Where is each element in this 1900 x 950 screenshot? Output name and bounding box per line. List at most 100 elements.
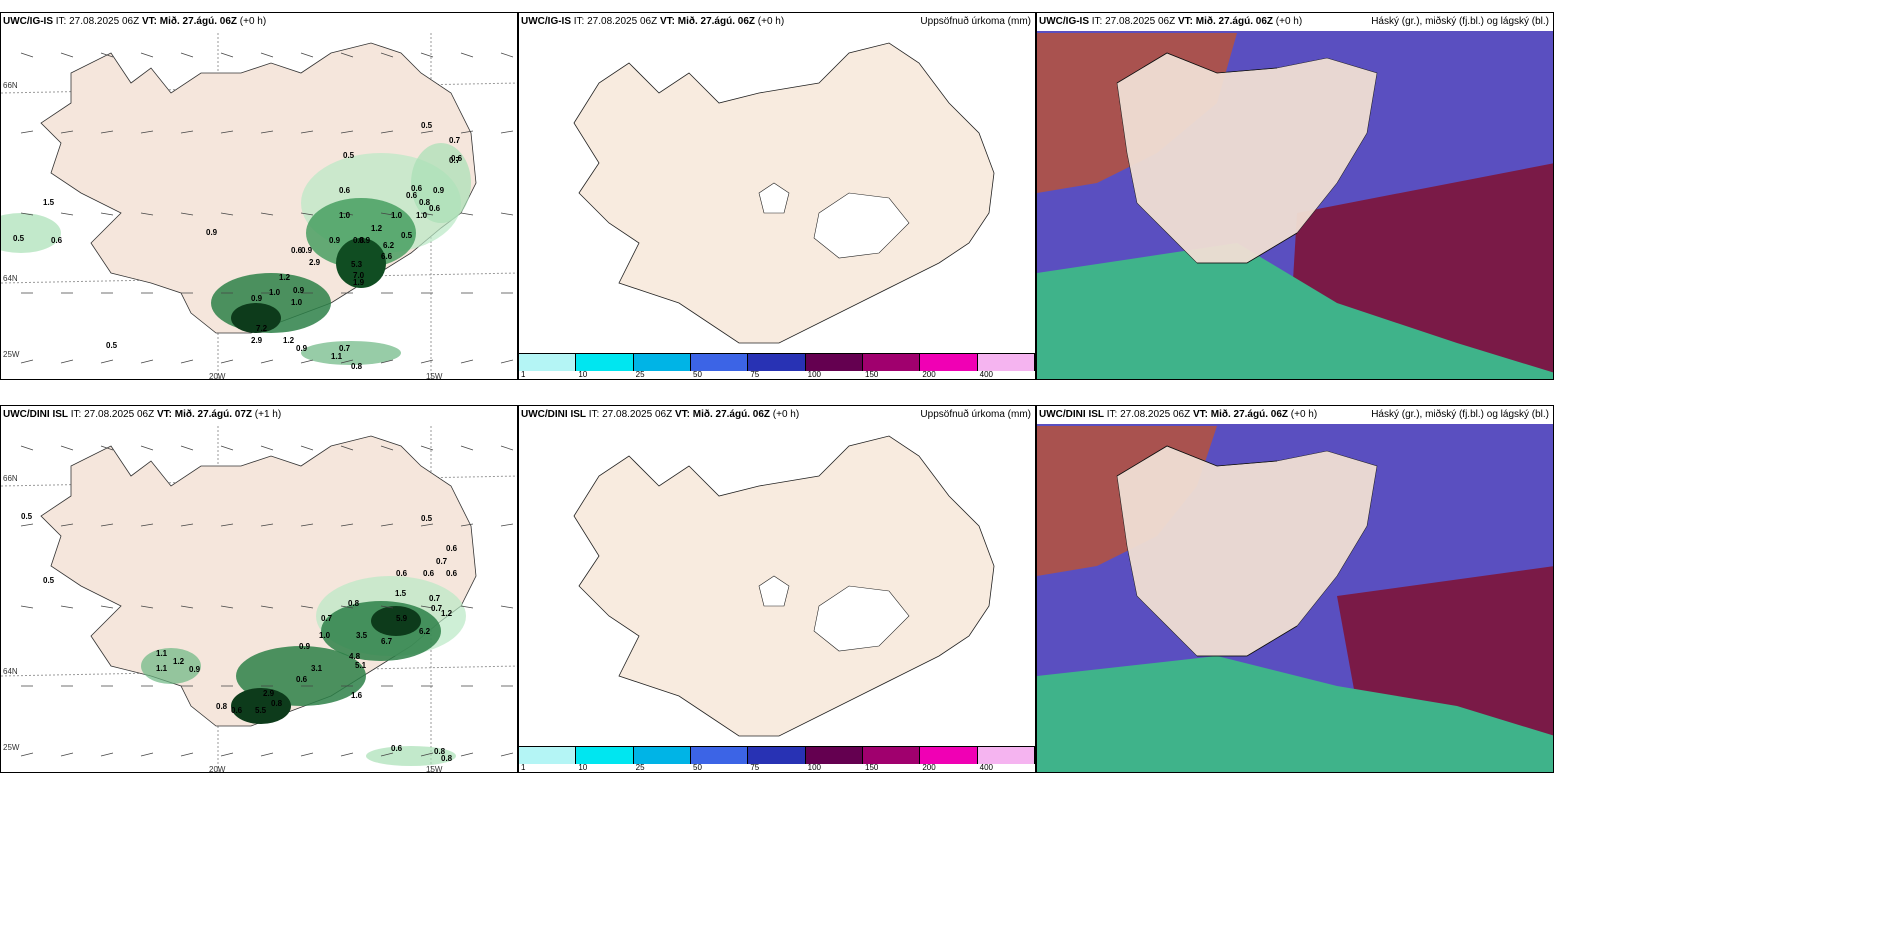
colorbar-segment <box>748 354 806 371</box>
precip-value: 1.2 <box>441 609 453 618</box>
precip-value: 6.6 <box>381 252 393 261</box>
precip-value: 0.8 <box>419 198 431 207</box>
colorbar-tick: 50 <box>693 370 702 379</box>
lat-label-66n: 66N <box>3 81 18 90</box>
precip-value: 5.9 <box>396 614 408 623</box>
panel-title-r1-right: Háský (gr.), miðský (fj.bl.) og lágský (… <box>1371 16 1549 27</box>
precip-value: 4.8 <box>349 652 361 661</box>
precip-value: 6.2 <box>383 241 395 250</box>
precip-value: 1.1 <box>331 352 343 361</box>
precip-value: 2.9 <box>251 336 263 345</box>
precip-value: 0.6 <box>429 204 441 213</box>
precip-value: 0.6 <box>396 569 408 578</box>
precip-value: 0.9 <box>206 228 218 237</box>
precip-value: 0.7 <box>339 344 351 353</box>
precip-value: 6.2 <box>419 627 431 636</box>
precip-value: 0.9 <box>329 236 341 245</box>
precip-value: 1.2 <box>279 273 291 282</box>
valid-time: VT: Mið. 27.ágú. 07Z <box>156 409 252 420</box>
precip-value: 1.6 <box>351 691 363 700</box>
colorbar-ticks-r1: 1 10 25 50 75 100 150 200 400 <box>519 370 1035 379</box>
precip-value: 0.9 <box>251 294 263 303</box>
precip-value: 0.8 <box>441 754 453 763</box>
init-time: IT: 27.08.2025 06Z <box>70 409 155 420</box>
precip-value: 0.8 <box>271 699 283 708</box>
precip-value: 0.7 <box>431 604 443 613</box>
precip-value: 0.6 <box>231 706 243 715</box>
colorbar-segment <box>690 354 749 371</box>
colorbar-tick: 150 <box>865 763 879 772</box>
precip-value: 0.5 <box>401 231 413 240</box>
accum-precip-panel-r1: UWC/IG-IS IT: 27.08.2025 06Z VT: Mið. 27… <box>518 12 1036 380</box>
precip-value: 1.0 <box>319 631 331 640</box>
colorbar-ticks-r2: 1 10 25 50 75 100 150 200 400 <box>519 763 1035 772</box>
mid-cloud <box>1337 566 1553 736</box>
precip-value: 6.7 <box>381 637 393 646</box>
glacier-vatnajokull <box>813 585 910 652</box>
init-time: IT: 27.08.2025 06Z <box>1091 16 1176 27</box>
panel-title-r1-mid: Uppsöfnuð úrkoma (mm) <box>920 16 1031 27</box>
init-time: IT: 27.08.2025 06Z <box>573 16 658 27</box>
colorbar-tick: 10 <box>578 763 588 772</box>
low-cloud <box>1037 243 1553 379</box>
colorbar-tick: 75 <box>750 370 760 379</box>
lead-time: (+0 h) <box>239 16 267 27</box>
wind-precip-panel-r2: 0.5 0.5 0.6 0.7 0.6 0.6 0.6 1.5 0.7 0.8 0.7 0.7 1.2 5… <box>0 405 518 773</box>
precip-value: 0.5 <box>421 514 433 523</box>
precip-value: 0.9 <box>359 236 371 245</box>
init-time: IT: 27.08.2025 06Z <box>55 16 140 27</box>
colorbar-segment <box>920 747 978 764</box>
panel-title-r2-right: Háský (gr.), miðský (fj.bl.) og lágský (… <box>1371 409 1549 420</box>
colorbar-tick: 50 <box>693 763 702 772</box>
lon-label-15w: 15W <box>426 765 443 773</box>
panel-header-r2-right: UWC/DINI ISL IT: 27.08.2025 06Z VT: Mið.… <box>1039 409 1317 420</box>
precip-value: 0.8 <box>434 747 446 756</box>
init-time: IT: 27.08.2025 06Z <box>1106 409 1191 420</box>
colorbar-segment <box>977 747 1035 764</box>
precip-value: 3.1 <box>311 664 323 673</box>
precip-value: 0.9 <box>301 246 313 255</box>
precip-value: 0.9 <box>433 186 445 195</box>
panel-title-r2-mid: Uppsöfnuð úrkoma (mm) <box>920 409 1031 420</box>
panel-header-r1-left: UWC/IG-IS IT: 27.08.2025 06Z VT: Mið. 27… <box>3 16 266 27</box>
precip-value-labels: 0.50.70.50.70.6 0.60.60.60.90.80.61.01.0 1… <box>13 121 463 371</box>
colorbar-segment <box>805 747 863 764</box>
precip-value-labels: 0.50.50.60.70.6 0.6 0.61.50.70.80.70.71.25… <box>21 512 458 763</box>
precip-value: 0.5 <box>106 341 118 350</box>
colorbar-segment <box>862 747 921 764</box>
init-time: IT: 27.08.2025 06Z <box>588 409 673 420</box>
colorbar-segment <box>519 747 577 764</box>
colorbar-segment <box>748 747 806 764</box>
precip-value: 0.6 <box>406 191 418 200</box>
precip-areas <box>141 576 466 766</box>
precip-value: 0.6 <box>411 184 423 193</box>
lead-time: (+0 h) <box>757 16 785 27</box>
colorbar-segment <box>690 747 749 764</box>
glacier-vatnajokull <box>813 192 910 259</box>
cloud-cover-panel-r2: UWC/DINI ISL IT: 27.08.2025 06Z VT: Mið.… <box>1036 405 1554 773</box>
precip-value: 7.0 <box>353 271 365 280</box>
lon-label-20w: 20W <box>209 765 226 773</box>
wind-barbs <box>20 52 514 364</box>
valid-time: VT: Mið. 27.ágú. 06Z <box>1192 409 1288 420</box>
lead-time: (+0 h) <box>1290 409 1318 420</box>
lead-time: (+0 h) <box>772 409 800 420</box>
precip-value: 0.7 <box>449 156 461 165</box>
precip-value: 1.9 <box>353 278 365 287</box>
colorbar-segment <box>576 747 634 764</box>
wind-precip-panel-r1: 0.5 0.7 0.5 0.7 0.6 0.6 0.6 0.6 0.9 0.8 0.6 1.0 1.0 1… <box>0 12 518 380</box>
lon-label-25w: 25W <box>3 350 20 359</box>
precip-value: 1.0 <box>339 211 351 220</box>
colorbar-tick: 100 <box>807 370 822 379</box>
precip-value: 5.3 <box>351 260 363 269</box>
glacier-langjokull <box>758 575 790 607</box>
model-name: UWC/IG-IS <box>3 16 53 27</box>
precip-value: 0.6 <box>446 569 458 578</box>
colorbar-tick: 10 <box>578 370 588 379</box>
precip-value: 7.2 <box>256 324 268 333</box>
panel-header-r2-mid: UWC/DINI ISL IT: 27.08.2025 06Z VT: Mið.… <box>521 409 799 420</box>
colorbar-tick: 1 <box>521 370 526 379</box>
colorbar-tick: 200 <box>922 763 936 772</box>
precip-value: 5.5 <box>255 706 267 715</box>
valid-time: VT: Mið. 27.ágú. 06Z <box>141 16 237 27</box>
